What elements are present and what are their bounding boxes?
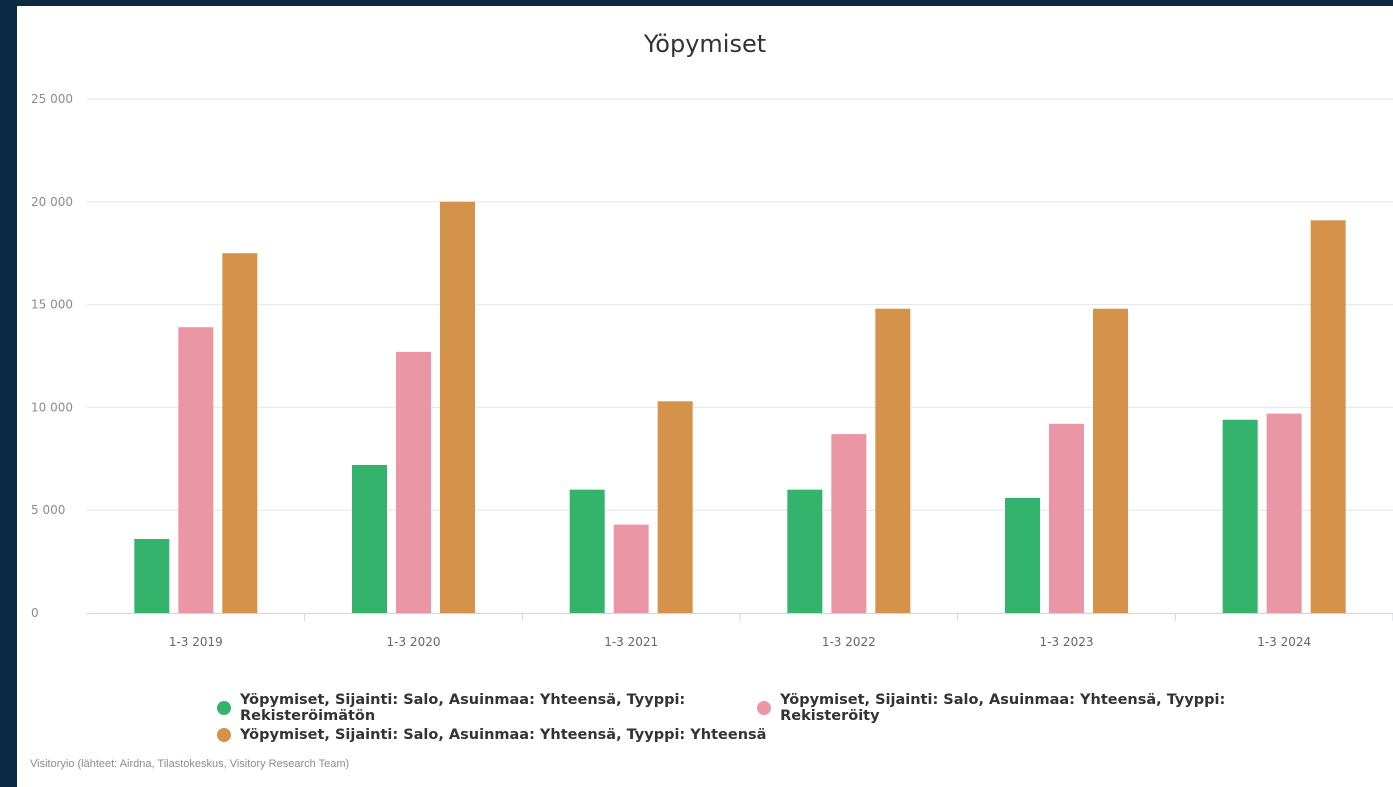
y-tick-label: 5 000	[31, 503, 65, 517]
bar[interactable]	[1093, 308, 1128, 613]
bar[interactable]	[1005, 497, 1040, 613]
x-tick-label: 1-3 2019	[169, 635, 223, 649]
chart-legend: Yöpymiset, Sijainti: Salo, Asuinmaa: Yht…	[217, 692, 1267, 748]
bar[interactable]	[831, 434, 867, 613]
y-tick-label: 20 000	[31, 195, 73, 209]
legend-label: Yöpymiset, Sijainti: Salo, Asuinmaa: Yht…	[240, 691, 686, 724]
y-tick-label: 15 000	[31, 298, 73, 312]
bar[interactable]	[440, 201, 475, 614]
bar[interactable]	[1310, 220, 1346, 613]
bar[interactable]	[222, 253, 258, 613]
legend-marker	[217, 727, 231, 742]
x-tick-label: 1-3 2020	[387, 635, 441, 649]
legend-label: Yöpymiset, Sijainti: Salo, Asuinmaa: Yht…	[240, 726, 767, 743]
chart-credits[interactable]: Visitoryio (lähteet: Airdna, Tilastokesk…	[30, 758, 350, 770]
legend-marker	[757, 700, 772, 715]
bar[interactable]	[396, 351, 431, 613]
bar[interactable]	[134, 538, 170, 613]
legend-item[interactable]: Yöpymiset, Sijainti: Salo, Asuinmaa: Yht…	[217, 692, 731, 724]
chart-plot-area: 0 5 000 10 000 15 000 20 000 25 000 1-3 2019 1-…	[31, 92, 1393, 649]
legend-item[interactable]: Yöpymiset, Sijainti: Salo, Asuinmaa: Yht…	[757, 692, 1241, 724]
bar[interactable]	[352, 464, 387, 613]
bar[interactable]	[1049, 423, 1084, 613]
bar[interactable]	[1222, 419, 1258, 613]
legend-marker	[217, 700, 231, 715]
legend-item[interactable]: Yöpymiset, Sijainti: Salo, Asuinmaa: Yht…	[217, 727, 766, 743]
bar[interactable]	[613, 524, 649, 613]
y-tick-label: 0	[31, 606, 39, 620]
x-tick-label: 1-3 2021	[604, 635, 658, 649]
y-tick-label: 10 000	[31, 400, 73, 414]
legend-label: Yöpymiset, Sijainti: Salo, Asuinmaa: Yht…	[780, 691, 1226, 724]
chart-card: Yöpymiset 0 5 000 10 000 15 000 20 000 25 000…	[17, 6, 1393, 787]
x-tick-label: 1-3 2022	[822, 635, 876, 649]
y-tick-label: 25 000	[31, 92, 73, 106]
x-tick-label: 1-3 2023	[1040, 635, 1094, 649]
bar[interactable]	[875, 308, 911, 613]
bar[interactable]	[787, 489, 823, 613]
bar[interactable]	[178, 327, 214, 613]
bar[interactable]	[569, 489, 605, 613]
bar[interactable]	[657, 401, 693, 613]
x-tick-label: 1-3 2024	[1257, 635, 1311, 649]
bar[interactable]	[1266, 413, 1302, 613]
chart-title: Yöpymiset	[643, 30, 767, 58]
